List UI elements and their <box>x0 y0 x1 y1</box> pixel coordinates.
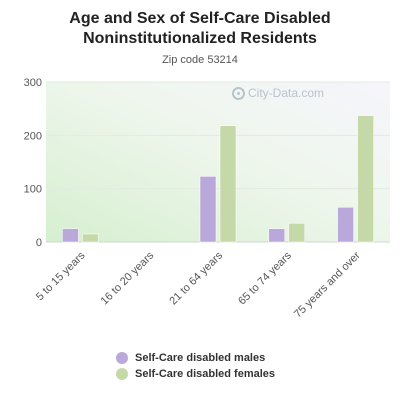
bar-females <box>219 125 237 243</box>
magnifier-icon <box>232 86 245 100</box>
legend-swatch-females <box>116 367 128 380</box>
bar-males <box>337 207 354 243</box>
chart-subtitle: Zip code 53214 <box>162 54 238 66</box>
bar-females <box>288 223 306 243</box>
legend-label-females: Self-Care disabled females <box>135 367 276 380</box>
y-tick-label: 0 <box>36 237 42 249</box>
legend: Self-Care disabled males Self-Care disab… <box>116 350 275 382</box>
x-tick-label: 5 to 15 years <box>34 249 88 303</box>
x-tick-label: 21 to 64 years <box>167 249 225 307</box>
bar-males <box>199 176 217 243</box>
legend-label-males: Self-Care disabled males <box>135 351 266 364</box>
watermark-text: City-Data.com <box>248 86 325 100</box>
bar-females <box>357 115 374 243</box>
y-tick-label: 100 <box>24 184 42 196</box>
watermark: City-Data.com <box>232 86 324 100</box>
y-tick-label: 200 <box>24 130 42 142</box>
plot-background <box>46 82 390 242</box>
x-tick-label: 16 to 20 years <box>99 249 157 307</box>
x-tick-label: 75 years and over <box>292 249 363 320</box>
bar-females <box>82 233 99 243</box>
y-tick-label: 300 <box>24 77 42 89</box>
legend-swatch-males <box>116 351 128 364</box>
bar-males <box>62 228 79 243</box>
chart-title: Age and Sex of Self-Care Disabled Nonins… <box>69 10 331 47</box>
legend-item-females: Self-Care disabled females <box>116 366 275 381</box>
legend-item-males: Self-Care disabled males <box>116 350 275 365</box>
bar-males <box>268 228 286 243</box>
x-tick-label: 65 to 74 years <box>236 249 294 307</box>
